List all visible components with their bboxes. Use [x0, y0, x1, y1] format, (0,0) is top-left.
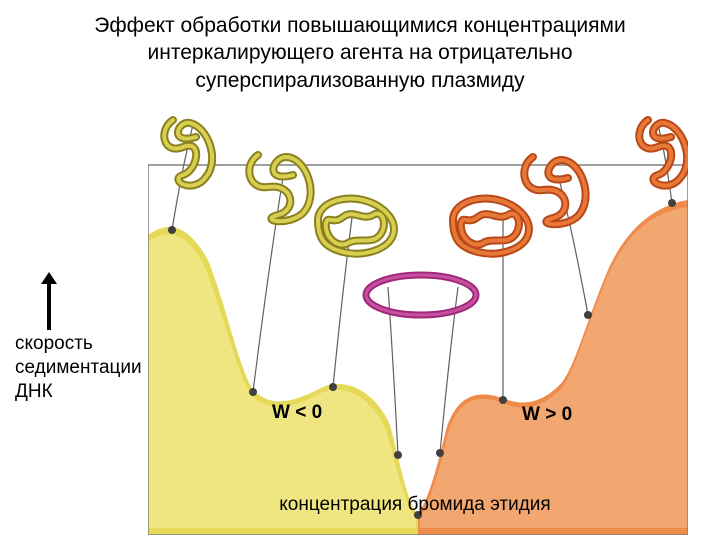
- title-line-1: Эффект обработки повышающимися концентра…: [94, 14, 625, 37]
- y-label-line-2: седиментации: [15, 357, 142, 378]
- x-axis-label: концентрация бромида этидия: [0, 494, 720, 516]
- diagram-area: [148, 115, 688, 485]
- slide-title: Эффект обработки повышающимися концентра…: [0, 12, 720, 94]
- y-label-line-1: скорость: [15, 333, 93, 354]
- y-label-line-3: ДНК: [15, 381, 53, 402]
- title-line-2: интеркалирующего агента на отрицательно: [148, 41, 573, 64]
- y-axis-arrow-icon: [40, 272, 58, 335]
- slide-container: Эффект обработки повышающимися концентра…: [0, 0, 720, 540]
- title-line-3: суперспирализованную плазмиду: [195, 69, 524, 92]
- w-negative-label: W < 0: [272, 402, 322, 424]
- y-axis-label: скорость седиментации ДНК: [15, 332, 142, 403]
- diagram-svg: [148, 115, 688, 535]
- w-positive-label: W > 0: [522, 404, 572, 426]
